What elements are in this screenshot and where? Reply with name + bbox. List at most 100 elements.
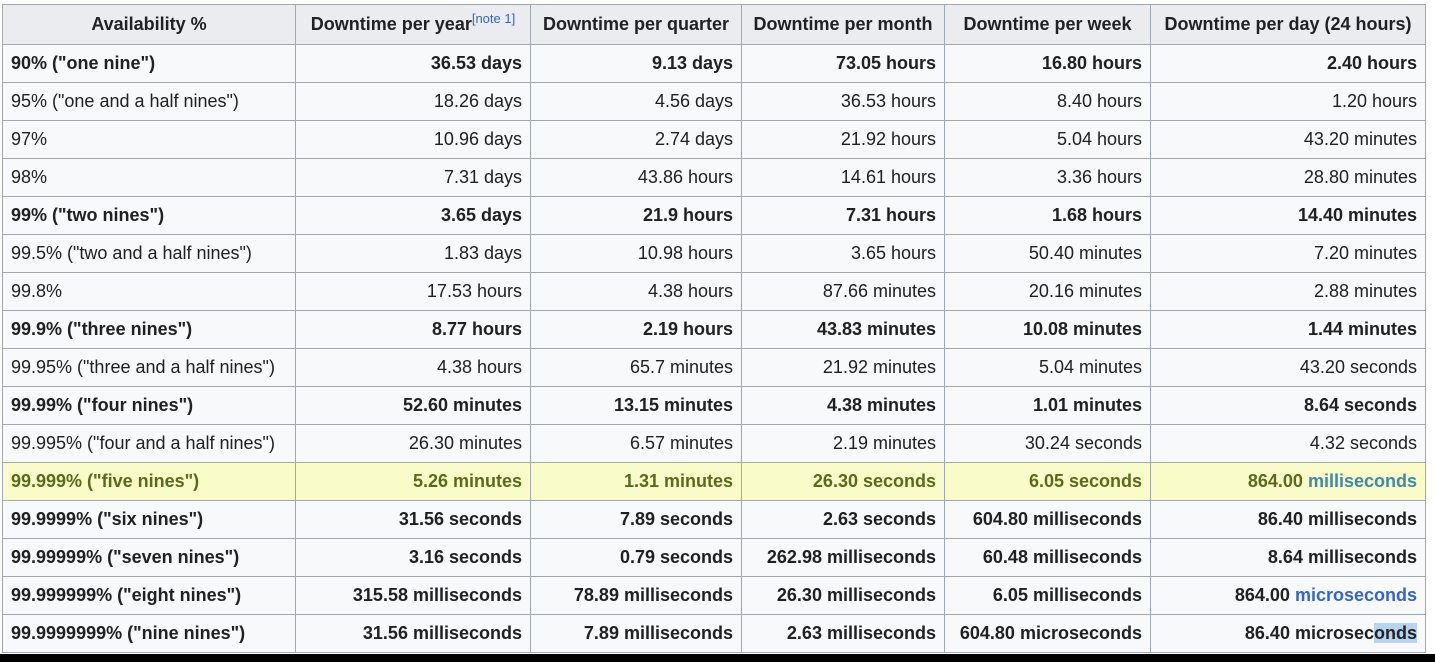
cell-per-week: 6.05 milliseconds: [944, 576, 1151, 615]
cell-availability: 99.9% ("three nines"): [2, 310, 296, 349]
cell-per-month: 4.38 minutes: [741, 386, 945, 425]
cell-per-year: 1.83 days: [295, 234, 531, 273]
cell-value: 86.40 microsec: [1244, 623, 1374, 643]
cell-per-week: 16.80 hours: [944, 44, 1151, 83]
cell-per-quarter: 7.89 seconds: [530, 500, 742, 539]
cell-availability: 99.999999% ("eight nines"): [2, 576, 296, 615]
cell-per-quarter: 1.31 minutes: [530, 462, 742, 501]
table-row: 99.8% 17.53 hours 4.38 hours 87.66 minutes 2…: [2, 272, 1426, 311]
cell-availability: 98%: [2, 158, 296, 197]
table-row: 99.5% ("two and a half nines") 1.83 days 1…: [2, 234, 1426, 273]
cell-per-week: 1.01 minutes: [944, 386, 1151, 425]
cell-per-day: 43.20 seconds: [1150, 348, 1426, 387]
footnote-link-note-1[interactable]: [note 1]: [471, 11, 516, 26]
table-row: 95% ("one and a half nines") 18.26 days 4.…: [2, 82, 1426, 121]
cell-per-month: 73.05 hours: [741, 44, 945, 83]
cell-availability: 99.99999% ("seven nines"): [2, 538, 296, 577]
column-header-downtime-per-month[interactable]: Downtime per month: [741, 4, 945, 45]
cell-per-week: 50.40 minutes: [944, 234, 1151, 273]
cell-per-quarter: 0.79 seconds: [530, 538, 742, 577]
cell-per-month: 26.30 seconds: [741, 462, 945, 501]
cell-per-day: 43.20 minutes: [1150, 120, 1426, 159]
cell-per-quarter: 21.9 hours: [530, 196, 742, 235]
cell-per-quarter: 6.57 minutes: [530, 424, 742, 463]
cell-per-quarter: 2.19 hours: [530, 310, 742, 349]
cell-per-month: 262.98 milliseconds: [741, 538, 945, 577]
cell-per-year: 5.26 minutes: [295, 462, 531, 501]
cell-availability: 99.5% ("two and a half nines"): [2, 234, 296, 273]
cell-per-week: 1.68 hours: [944, 196, 1151, 235]
cell-per-quarter: 9.13 days: [530, 44, 742, 83]
cell-per-week: 20.16 minutes: [944, 272, 1151, 311]
cell-per-quarter: 4.56 days: [530, 82, 742, 121]
table-body: 90% ("one nine") 36.53 days 9.13 days 73.05…: [2, 44, 1426, 653]
cell-value: 864.00: [1234, 585, 1295, 605]
cell-per-week: 604.80 milliseconds: [944, 500, 1151, 539]
table-row: 97% 10.96 days 2.74 days 21.92 hours 5.04 ho…: [2, 120, 1426, 159]
cell-per-month: 43.83 minutes: [741, 310, 945, 349]
unit-link[interactable]: microseconds: [1294, 585, 1417, 605]
cell-per-quarter: 2.74 days: [530, 120, 742, 159]
cell-per-day: 8.64 milliseconds: [1150, 538, 1426, 577]
column-header-availability[interactable]: Availability %: [2, 4, 296, 45]
text-selection: onds: [1374, 623, 1417, 643]
table-row: 99.999999% ("eight nines") 315.58 millise…: [2, 576, 1426, 615]
table-row: 99.9% ("three nines") 8.77 hours 2.19 hour…: [2, 310, 1426, 349]
column-header-downtime-per-day[interactable]: Downtime per day (24 hours): [1150, 4, 1426, 45]
column-header-label: Downtime per year: [310, 14, 472, 34]
screen-bottom-edge: [0, 654, 1435, 662]
cell-availability: 99.9999999% ("nine nines"): [2, 614, 296, 653]
cell-per-year: 36.53 days: [295, 44, 531, 83]
cell-availability: 99.9999% ("six nines"): [2, 500, 296, 539]
cell-per-month: 2.63 seconds: [741, 500, 945, 539]
cell-per-day: 864.00 microseconds: [1150, 576, 1426, 615]
unit-link[interactable]: milliseconds: [1307, 471, 1417, 491]
cell-per-day: 4.32 seconds: [1150, 424, 1426, 463]
cell-availability: 99.999% ("five nines"): [2, 462, 296, 501]
cell-per-month: 26.30 milliseconds: [741, 576, 945, 615]
cell-per-day: 2.40 hours: [1150, 44, 1426, 83]
cell-per-quarter: 43.86 hours: [530, 158, 742, 197]
table-row: 99.99% ("four nines") 52.60 minutes 13.15 …: [2, 386, 1426, 425]
table-row: 99.995% ("four and a half nines") 26.30 m…: [2, 424, 1426, 463]
cell-per-quarter: 7.89 milliseconds: [530, 614, 742, 653]
cell-per-week: 604.80 microseconds: [944, 614, 1151, 653]
cell-per-month: 87.66 minutes: [741, 272, 945, 311]
table-row: 98% 7.31 days 43.86 hours 14.61 hours 3.36 h…: [2, 158, 1426, 197]
column-header-downtime-per-week[interactable]: Downtime per week: [944, 4, 1151, 45]
cell-per-year: 31.56 milliseconds: [295, 614, 531, 653]
table-header-row: Availability % Downtime per year[note 1]…: [2, 4, 1426, 45]
cell-availability: 97%: [2, 120, 296, 159]
table-row-highlighted: 99.999% ("five nines") 5.26 minutes 1.31 m…: [2, 462, 1426, 501]
cell-per-month: 2.63 milliseconds: [741, 614, 945, 653]
cell-per-quarter: 4.38 hours: [530, 272, 742, 311]
cell-per-month: 7.31 hours: [741, 196, 945, 235]
cell-per-day: 864.00 milliseconds: [1150, 462, 1426, 501]
cell-per-week: 60.48 milliseconds: [944, 538, 1151, 577]
cell-per-quarter: 10.98 hours: [530, 234, 742, 273]
cell-availability: 99.99% ("four nines"): [2, 386, 296, 425]
cell-per-year: 18.26 days: [295, 82, 531, 121]
table-row: 99% ("two nines") 3.65 days 21.9 hours 7.31…: [2, 196, 1426, 235]
availability-table-container: Availability % Downtime per year[note 1]…: [2, 4, 1426, 653]
cell-per-year: 10.96 days: [295, 120, 531, 159]
cell-per-day: 14.40 minutes: [1150, 196, 1426, 235]
cell-availability: 99.8%: [2, 272, 296, 311]
cell-per-week: 6.05 seconds: [944, 462, 1151, 501]
table-row: 99.95% ("three and a half nines") 4.38 ho…: [2, 348, 1426, 387]
cell-availability: 99.95% ("three and a half nines"): [2, 348, 296, 387]
cell-per-week: 5.04 hours: [944, 120, 1151, 159]
cell-per-week: 8.40 hours: [944, 82, 1151, 121]
column-header-downtime-per-year[interactable]: Downtime per year[note 1]: [295, 4, 531, 45]
table-row: 99.9999999% ("nine nines") 31.56 millisec…: [2, 614, 1426, 653]
table-row: 99.99999% ("seven nines") 3.16 seconds 0.7…: [2, 538, 1426, 577]
availability-downtime-table: Availability % Downtime per year[note 1]…: [2, 4, 1426, 653]
cell-per-week: 3.36 hours: [944, 158, 1151, 197]
cell-per-year: 31.56 seconds: [295, 500, 531, 539]
cell-per-day: 86.40 microseconds: [1150, 614, 1426, 653]
cell-per-year: 8.77 hours: [295, 310, 531, 349]
column-header-downtime-per-quarter[interactable]: Downtime per quarter: [530, 4, 742, 45]
cell-per-year: 315.58 milliseconds: [295, 576, 531, 615]
cell-per-week: 30.24 seconds: [944, 424, 1151, 463]
cell-per-month: 3.65 hours: [741, 234, 945, 273]
